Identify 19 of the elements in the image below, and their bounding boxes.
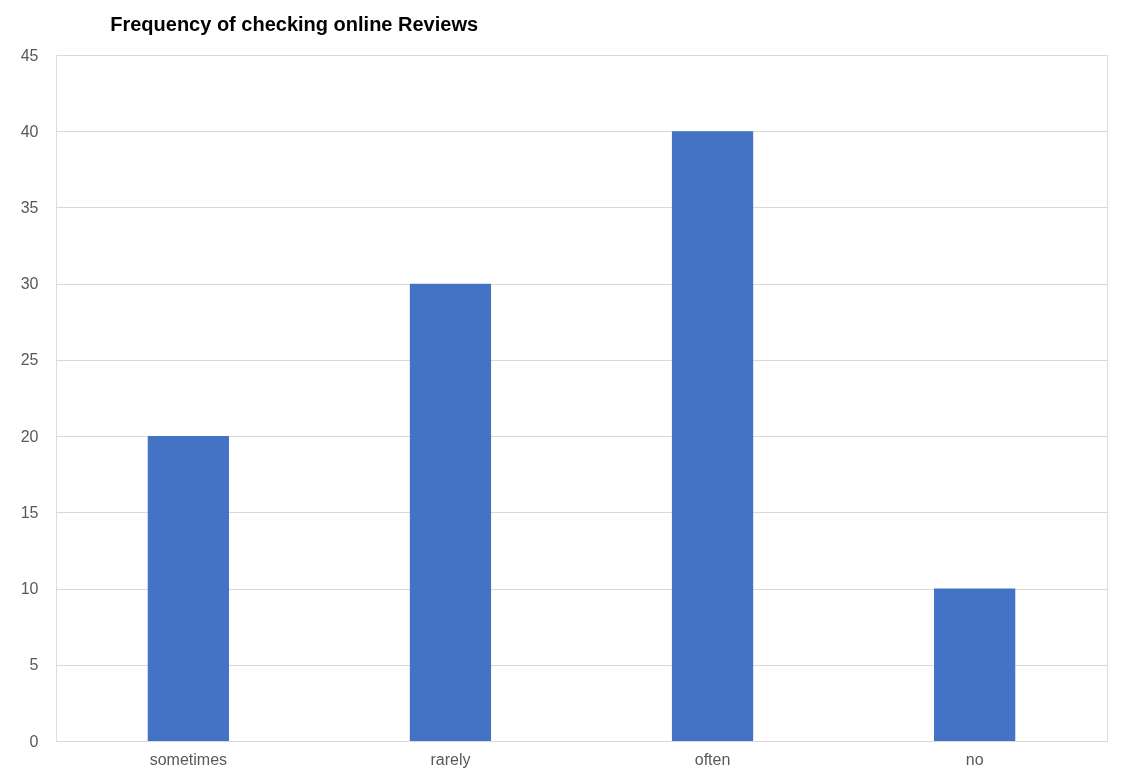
x-tick-label: often bbox=[694, 750, 731, 768]
y-tick-label: 0 bbox=[29, 732, 39, 750]
y-tick-label: 45 bbox=[20, 46, 39, 64]
bar bbox=[409, 283, 492, 741]
y-tick-label: 10 bbox=[20, 580, 39, 598]
x-tick-label: sometimes bbox=[149, 750, 228, 768]
y-tick-label: 5 bbox=[29, 656, 39, 674]
y-tick-label: 40 bbox=[20, 122, 39, 140]
x-tick-label: no bbox=[965, 750, 984, 768]
y-tick-label: 15 bbox=[20, 503, 39, 521]
bar bbox=[934, 588, 1016, 741]
bar bbox=[671, 131, 754, 741]
y-tick-label: 25 bbox=[20, 351, 39, 369]
chart-title: Frequency of checking online Reviews bbox=[110, 13, 479, 35]
x-tick-label: rarely bbox=[430, 750, 471, 768]
bar bbox=[147, 436, 229, 741]
y-tick-label: 35 bbox=[20, 198, 39, 216]
y-tick-label: 20 bbox=[20, 427, 39, 445]
y-tick-label: 30 bbox=[20, 275, 39, 293]
